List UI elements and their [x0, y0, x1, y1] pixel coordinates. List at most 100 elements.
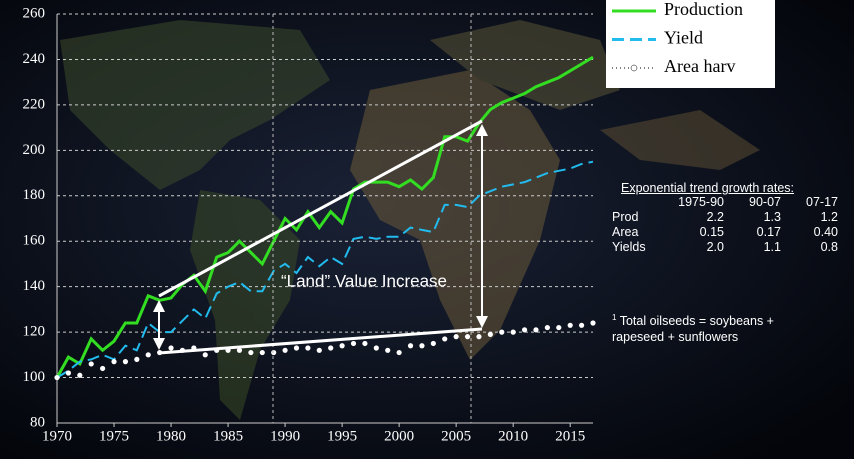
- data-point: [362, 340, 368, 347]
- cell: 0.40: [813, 225, 838, 239]
- series-line: [56, 160, 594, 379]
- data-point: [476, 334, 482, 340]
- data-point: [567, 322, 573, 328]
- x-tick-label: 1995: [327, 428, 357, 444]
- legend-label: Yield: [664, 28, 703, 48]
- y-tick-label: 200: [23, 142, 46, 158]
- x-tick-label: 1990: [270, 428, 300, 444]
- data-point: [145, 352, 151, 358]
- row-label: Yields: [612, 240, 646, 254]
- data-point: [65, 370, 72, 376]
- data-point: [202, 352, 208, 358]
- y-tick-label: 160: [23, 233, 46, 249]
- data-point: [385, 347, 391, 353]
- data-point: [499, 329, 505, 335]
- x-tick-label: 1980: [156, 428, 186, 444]
- cell: 0.15: [699, 225, 724, 239]
- data-point: [316, 347, 322, 353]
- trend-line: [158, 327, 483, 355]
- cell: 2.0: [706, 240, 724, 254]
- row-label: Area: [612, 225, 639, 239]
- data-point: [111, 359, 117, 365]
- trend-line: [158, 119, 483, 298]
- data-point: [77, 372, 83, 378]
- table-title: Exponential trend growth rates:: [621, 181, 795, 195]
- data-point: [168, 345, 174, 351]
- annotation-shapes: [153, 119, 488, 355]
- x-tick-label: 2015: [555, 428, 585, 444]
- data-point: [430, 340, 436, 347]
- x-tick-label: 2000: [384, 428, 414, 444]
- y-tick-label: 100: [23, 369, 46, 385]
- y-tick-label: 260: [23, 5, 46, 21]
- x-tick-label: 2010: [498, 428, 528, 444]
- table: 1975-90 90-07 07-17 Prod 2.2 1.3 1.2 Are…: [612, 195, 838, 255]
- data-point: [373, 345, 379, 351]
- x-tick-label: 1970: [42, 428, 72, 444]
- data-point: [578, 322, 585, 328]
- data-point: [328, 345, 334, 351]
- data-point: [350, 340, 357, 347]
- footnote-mark: 1: [612, 313, 617, 322]
- legend-swatch: [630, 64, 638, 72]
- cell: 0.8: [820, 240, 838, 254]
- y-tick-label: 140: [23, 278, 46, 294]
- series-line: [55, 55, 594, 379]
- data-point: [282, 347, 288, 353]
- y-tick-label: 80: [30, 414, 45, 430]
- cell: 1.3: [763, 210, 781, 224]
- growth-table: Exponential trend growth rates: 1975-90 …: [612, 181, 838, 255]
- data-point: [407, 343, 414, 349]
- data-point: [544, 324, 550, 331]
- data-point: [556, 324, 562, 331]
- arrow-head: [153, 300, 165, 350]
- data-point: [248, 349, 254, 356]
- cell: 2.2: [706, 210, 724, 224]
- footnote: 1 Total oilseeds = soybeans + rapeseed +…: [612, 310, 802, 345]
- data-point: [590, 320, 596, 326]
- cell: 0.17: [756, 225, 781, 239]
- y-tick-label: 220: [23, 96, 46, 112]
- data-point: [464, 334, 471, 340]
- y-tick-label: 180: [23, 187, 46, 203]
- data-point: [271, 349, 277, 356]
- y-tick-label: 240: [23, 51, 46, 67]
- legend: Production Yield Area harv: [612, 0, 743, 76]
- data-point: [419, 343, 425, 349]
- data-point: [487, 331, 493, 337]
- data-point: [122, 359, 129, 365]
- x-tick-label: 2005: [441, 428, 471, 444]
- data-point: [442, 336, 448, 342]
- data-point: [100, 365, 106, 372]
- data-point: [134, 356, 140, 362]
- column-header: 1975-90: [678, 195, 724, 209]
- legend-label: Area harv: [664, 56, 735, 76]
- column-header: 90-07: [749, 195, 781, 209]
- data-point: [88, 361, 94, 367]
- column-header: 07-17: [806, 195, 838, 209]
- data-point: [259, 349, 265, 356]
- data-point: [453, 334, 459, 340]
- y-tick-label: 120: [23, 324, 46, 340]
- cell: 1.2: [820, 210, 838, 224]
- data-point: [521, 327, 528, 333]
- x-tick-label: 1975: [99, 428, 129, 444]
- cell: 1.1: [763, 240, 781, 254]
- data-point: [396, 349, 402, 356]
- data-point: [236, 347, 243, 353]
- data-point: [305, 345, 311, 351]
- legend-label: Production: [664, 0, 743, 19]
- x-tick-label: 1985: [213, 428, 243, 444]
- data-point: [339, 343, 345, 349]
- plot: 80 100 120 140 160 180 200 220 240 260 1970 1975 198…: [23, 5, 596, 444]
- data-point: [293, 345, 300, 351]
- data-point: [54, 374, 60, 381]
- footnote-text: Total oilseeds = soybeans + rapeseed + s…: [612, 314, 774, 345]
- data-point: [510, 329, 516, 335]
- row-label: Prod: [612, 210, 639, 224]
- annotation: “Land” Value Increase: [281, 271, 447, 290]
- data-point: [533, 327, 539, 333]
- legend-box: [606, 0, 775, 88]
